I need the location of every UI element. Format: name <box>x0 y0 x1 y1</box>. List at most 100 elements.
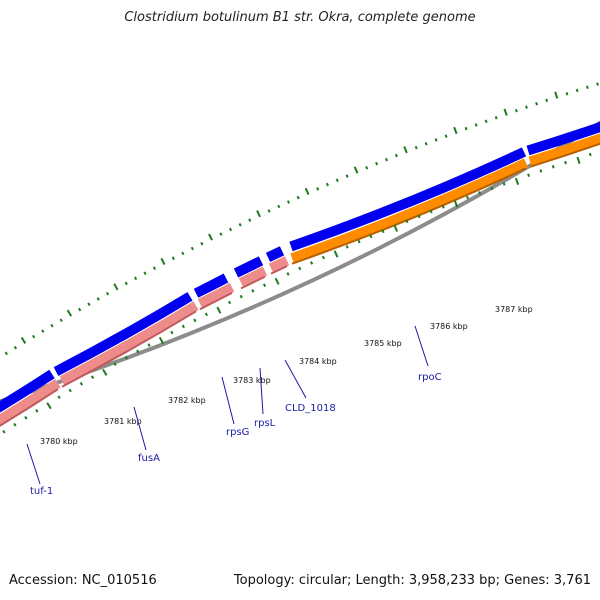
gc-skew-mark <box>267 209 271 213</box>
scale-tick <box>147 343 151 347</box>
scale-tick <box>405 219 409 224</box>
scale-tick <box>193 318 197 323</box>
gc-skew-mark <box>66 309 73 317</box>
gc-skew-mark <box>565 91 569 96</box>
gc-skew-mark <box>304 187 310 195</box>
gene-label-cld_1018: CLD_1018 <box>285 403 336 414</box>
gene-segment-edge <box>270 265 288 275</box>
gc-skew-mark <box>453 126 458 135</box>
gc-skew-mark <box>87 302 91 307</box>
gc-skew-mark <box>219 232 223 236</box>
gc-skew-mark <box>152 266 157 271</box>
scale-tick-label: 3782 kbp <box>168 396 206 405</box>
gc-skew-mark <box>353 166 359 174</box>
gc-skew-mark <box>181 251 185 256</box>
scale-tick <box>393 224 399 232</box>
gc-skew-mark <box>113 283 119 291</box>
gc-skew-mark <box>575 88 579 93</box>
gene-leader-line <box>259 367 264 415</box>
gc-skew-mark <box>160 257 166 266</box>
scale-tick <box>357 239 361 244</box>
gene-leader-line <box>26 443 41 485</box>
gene-label-rpoc: rpoC <box>418 372 442 383</box>
gc-skew-mark <box>124 281 128 286</box>
gc-skew-mark <box>365 165 369 170</box>
gc-skew-mark <box>474 123 478 127</box>
scale-tick <box>113 362 117 366</box>
gene-segment-edge <box>199 292 233 311</box>
scale-tick <box>124 355 128 360</box>
gc-skew-mark <box>375 161 379 166</box>
gc-skew-mark <box>4 351 8 356</box>
gc-skew-mark <box>335 178 339 183</box>
scale-tick-label: 3781 kbp <box>104 417 142 426</box>
gene-segment <box>59 301 199 386</box>
scale-tick <box>262 283 267 287</box>
scale-tick <box>68 388 72 393</box>
scale-tick <box>2 429 6 434</box>
gc-skew-track <box>4 82 599 356</box>
gc-skew-mark <box>96 297 100 301</box>
gc-skew-mark <box>296 195 300 200</box>
scale-tick <box>136 349 140 354</box>
gc-skew-mark <box>494 115 498 120</box>
gene-segment-edge <box>61 310 197 388</box>
map-title: Clostridium botulinum B1 str. Okra, comp… <box>124 10 476 25</box>
gene-segment <box>238 266 268 288</box>
scale-tick <box>478 191 482 195</box>
scale-tick <box>381 229 385 234</box>
gc-skew-mark <box>503 108 508 116</box>
gene-label-tuf-1: tuf-1 <box>30 486 53 497</box>
gc-skew-mark <box>424 142 428 146</box>
gc-skew-mark <box>208 233 213 241</box>
gene-segment-edge <box>240 275 266 290</box>
gc-skew-mark <box>384 157 388 162</box>
gc-skew-mark <box>444 134 448 138</box>
scale-tick <box>333 250 339 258</box>
gc-skew-mark <box>134 276 138 281</box>
cds-segment <box>526 121 600 156</box>
scale-tick <box>369 234 373 239</box>
scale-tick <box>79 382 83 386</box>
gc-skew-mark <box>345 174 349 178</box>
gc-skew-mark <box>200 241 204 246</box>
cds-segment <box>53 292 193 377</box>
gc-skew-mark <box>59 318 63 323</box>
gc-skew-mark <box>596 82 599 86</box>
gc-skew-mark <box>20 336 27 344</box>
scale-tick <box>46 402 52 410</box>
scale-tick <box>286 272 290 276</box>
gc-skew-mark <box>325 182 329 187</box>
gene-label-fusa: fusA <box>138 453 160 464</box>
scale-tick <box>453 200 459 208</box>
scale-tick <box>429 209 433 214</box>
scale-tick <box>490 186 494 191</box>
scale-tick <box>24 415 28 420</box>
gc-skew-mark <box>41 329 45 333</box>
gc-skew-mark <box>403 146 408 154</box>
gc-skew-mark <box>525 105 528 109</box>
gc-skew-mark <box>13 345 18 350</box>
cds-segment <box>289 147 527 252</box>
scale-tick <box>466 195 469 200</box>
gc-skew-mark <box>277 204 281 209</box>
gene-segment <box>290 158 529 263</box>
cds-segment <box>233 256 264 278</box>
scale-tick <box>216 306 222 314</box>
gene-segment <box>528 133 600 167</box>
scale-tick <box>321 255 325 260</box>
gc-skew-mark <box>545 98 549 103</box>
scale-tick-label: 3785 kbp <box>364 339 402 348</box>
gene-segment-edge <box>0 388 59 427</box>
scale-tick <box>514 177 520 186</box>
gene-leader-line <box>221 376 235 425</box>
gc-skew-mark <box>32 334 36 339</box>
gc-skew-mark <box>78 307 82 312</box>
gene-labels: tuf-1 fusA rpsG rpsL CLD_1018 rpoC <box>26 325 442 497</box>
scale-tick <box>551 164 555 169</box>
scale-tick <box>417 214 421 219</box>
scale-tick <box>345 245 349 249</box>
scale-tick <box>310 261 314 265</box>
cds-segment <box>265 246 285 262</box>
